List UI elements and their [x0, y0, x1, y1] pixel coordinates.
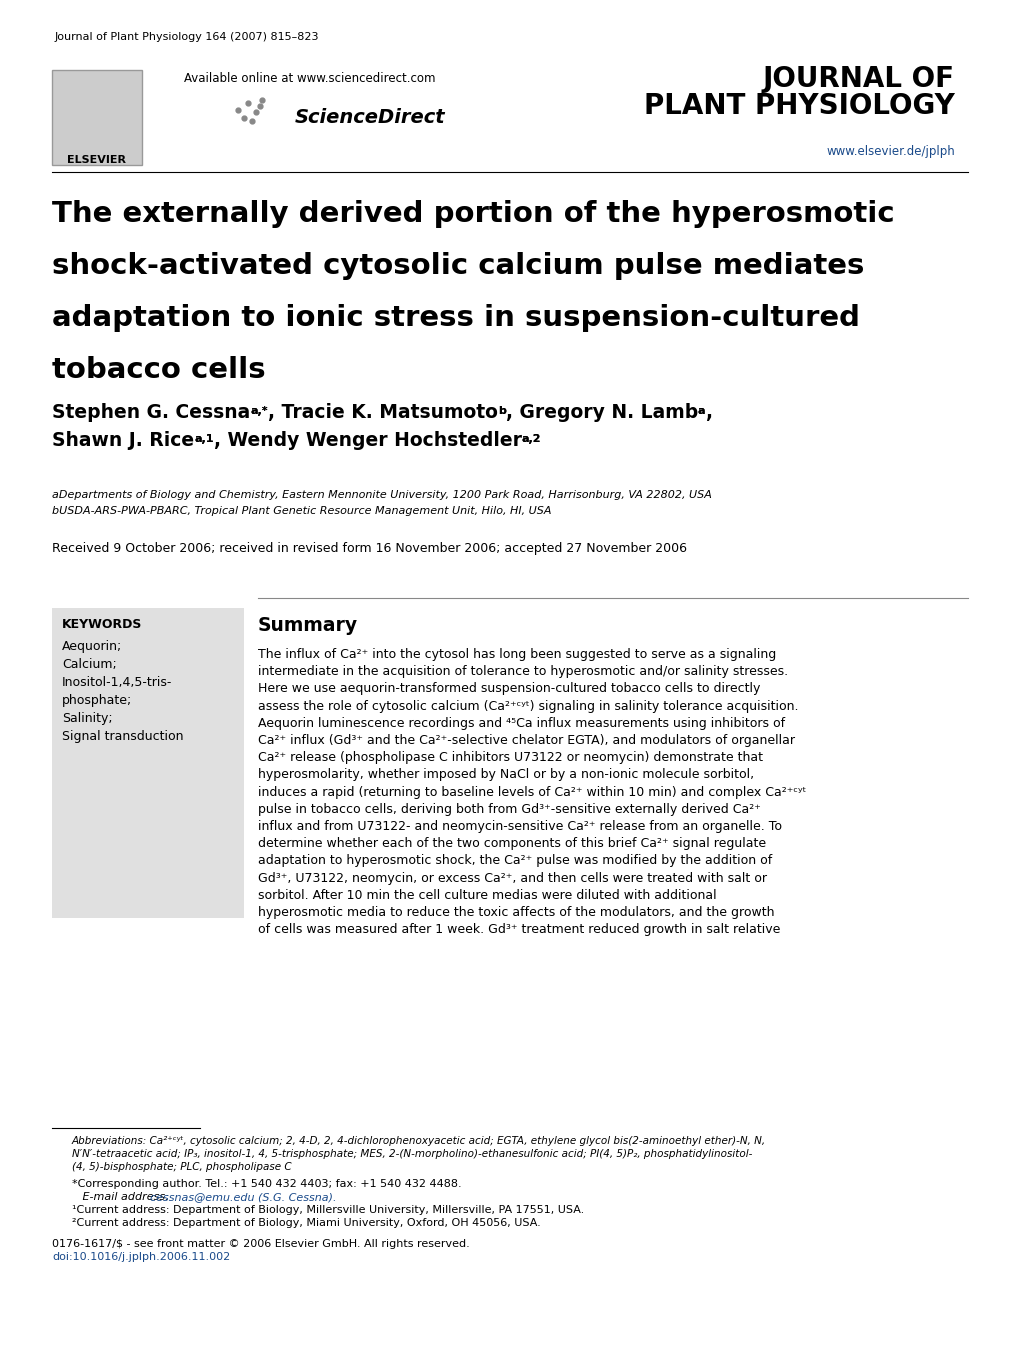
Text: influx and from U73122- and neomycin-sensitive Ca²⁺ release from an organelle. T: influx and from U73122- and neomycin-sen…: [258, 819, 782, 833]
Bar: [52, 71, 142, 164]
Text: adaptation to hyperosmotic shock, the Ca²⁺ pulse was modified by the addition of: adaptation to hyperosmotic shock, the Ca…: [258, 855, 771, 867]
Text: Inositol-1,4,5-tris-: Inositol-1,4,5-tris-: [62, 675, 172, 689]
Text: 0176-1617/$ - see front matter © 2006 Elsevier GmbH. All rights reserved.: 0176-1617/$ - see front matter © 2006 El…: [52, 1239, 470, 1249]
Text: , Wendy Wenger Hochstedler: , Wendy Wenger Hochstedler: [213, 431, 521, 450]
Text: hyperosmolarity, whether imposed by NaCl or by a non-ionic molecule sorbitol,: hyperosmolarity, whether imposed by NaCl…: [258, 768, 753, 781]
Text: induces a rapid (returning to baseline levels of Ca²⁺ within 10 min) and complex: induces a rapid (returning to baseline l…: [258, 786, 806, 799]
Text: phosphate;: phosphate;: [62, 694, 132, 707]
Text: a,*: a,*: [250, 406, 268, 416]
Text: Signal transduction: Signal transduction: [62, 730, 183, 743]
Text: Gd³⁺, U73122, neomycin, or excess Ca²⁺, and then cells were treated with salt or: Gd³⁺, U73122, neomycin, or excess Ca²⁺, …: [258, 871, 766, 885]
Text: ,: ,: [705, 404, 711, 423]
Text: sorbitol. After 10 min the cell culture medias were diluted with additional: sorbitol. After 10 min the cell culture …: [258, 889, 716, 902]
Text: a: a: [697, 406, 705, 416]
Text: Abbreviations: Ca²⁺ᶜʸᵗ, cytosolic calcium; 2, 4-D, 2, 4-dichlorophenoxyacetic ac: Abbreviations: Ca²⁺ᶜʸᵗ, cytosolic calciu…: [72, 1136, 765, 1146]
Text: Ca²⁺ release (phospholipase C inhibitors U73122 or neomycin) demonstrate that: Ca²⁺ release (phospholipase C inhibitors…: [258, 752, 762, 764]
Text: ScienceDirect: ScienceDirect: [294, 107, 445, 126]
Text: The influx of Ca²⁺ into the cytosol has long been suggested to serve as a signal: The influx of Ca²⁺ into the cytosol has …: [258, 648, 775, 660]
Text: Salinity;: Salinity;: [62, 712, 112, 724]
Text: www.elsevier.de/jplph: www.elsevier.de/jplph: [825, 145, 954, 158]
Text: Summary: Summary: [258, 616, 358, 635]
Text: Aequorin;: Aequorin;: [62, 640, 122, 654]
Text: a,*: a,*: [250, 406, 268, 416]
Text: N′N′-tetraacetic acid; IP₃, inositol-1, 4, 5-trisphosphate; MES, 2-(N-morpholino: N′N′-tetraacetic acid; IP₃, inositol-1, …: [72, 1148, 752, 1159]
Text: a,1: a,1: [194, 434, 213, 444]
Text: Shawn J. Rice: Shawn J. Rice: [52, 431, 194, 450]
Text: bUSDA-ARS-PWA-PBARC, Tropical Plant Genetic Resource Management Unit, Hilo, HI, : bUSDA-ARS-PWA-PBARC, Tropical Plant Gene…: [52, 506, 551, 516]
Bar: [52, 607, 244, 917]
Text: a,1: a,1: [194, 434, 213, 444]
Text: a: a: [697, 406, 705, 416]
Text: determine whether each of the two components of this brief Ca²⁺ signal regulate: determine whether each of the two compon…: [258, 837, 765, 851]
Text: adaptation to ionic stress in suspension-cultured: adaptation to ionic stress in suspension…: [52, 304, 859, 332]
Text: Received 9 October 2006; received in revised form 16 November 2006; accepted 27 : Received 9 October 2006; received in rev…: [52, 542, 687, 554]
Text: hyperosmotic media to reduce the toxic affects of the modulators, and the growth: hyperosmotic media to reduce the toxic a…: [258, 906, 773, 919]
Text: JOURNAL OF: JOURNAL OF: [762, 65, 954, 92]
Text: b: b: [497, 406, 505, 416]
Text: Calcium;: Calcium;: [62, 658, 116, 671]
Text: Stephen G. Cessna: Stephen G. Cessna: [52, 404, 250, 423]
Text: shock-activated cytosolic calcium pulse mediates: shock-activated cytosolic calcium pulse …: [52, 251, 863, 280]
Text: intermediate in the acquisition of tolerance to hyperosmotic and/or salinity str: intermediate in the acquisition of toler…: [258, 665, 788, 678]
Text: PLANT PHYSIOLOGY: PLANT PHYSIOLOGY: [643, 92, 954, 120]
Text: pulse in tobacco cells, deriving both from Gd³⁺-sensitive externally derived Ca²: pulse in tobacco cells, deriving both fr…: [258, 803, 760, 815]
Text: ¹Current address: Department of Biology, Millersville University, Millersville, : ¹Current address: Department of Biology,…: [72, 1205, 584, 1215]
Text: (4, 5)-bisphosphate; PLC, phospholipase C: (4, 5)-bisphosphate; PLC, phospholipase …: [72, 1162, 291, 1171]
Text: ELSEVIER: ELSEVIER: [67, 155, 126, 164]
Text: The externally derived portion of the hyperosmotic: The externally derived portion of the hy…: [52, 200, 894, 228]
Text: Ca²⁺ influx (Gd³⁺ and the Ca²⁺-selective chelator EGTA), and modulators of organ: Ca²⁺ influx (Gd³⁺ and the Ca²⁺-selective…: [258, 734, 794, 747]
Text: Aequorin luminescence recordings and ⁴⁵Ca influx measurements using inhibitors o: Aequorin luminescence recordings and ⁴⁵C…: [258, 716, 785, 730]
Text: Available online at www.sciencedirect.com: Available online at www.sciencedirect.co…: [184, 72, 435, 86]
Text: , Gregory N. Lamb: , Gregory N. Lamb: [505, 404, 697, 423]
Text: assess the role of cytosolic calcium (Ca²⁺ᶜʸᵗ) signaling in salinity tolerance a: assess the role of cytosolic calcium (Ca…: [258, 700, 798, 712]
Text: tobacco cells: tobacco cells: [52, 356, 265, 385]
Text: a,2: a,2: [521, 434, 541, 444]
Text: Here we use aequorin-transformed suspension-cultured tobacco cells to directly: Here we use aequorin-transformed suspens…: [258, 682, 759, 696]
Text: Journal of Plant Physiology 164 (2007) 815–823: Journal of Plant Physiology 164 (2007) 8…: [55, 33, 319, 42]
Text: doi:10.1016/j.jplph.2006.11.002: doi:10.1016/j.jplph.2006.11.002: [52, 1252, 230, 1263]
Text: , Tracie K. Matsumoto: , Tracie K. Matsumoto: [268, 404, 497, 423]
Text: *Corresponding author. Tel.: +1 540 432 4403; fax: +1 540 432 4488.: *Corresponding author. Tel.: +1 540 432 …: [72, 1180, 462, 1189]
Text: KEYWORDS: KEYWORDS: [62, 618, 143, 631]
Text: aDepartments of Biology and Chemistry, Eastern Mennonite University, 1200 Park R: aDepartments of Biology and Chemistry, E…: [52, 491, 711, 500]
Text: E-mail address:: E-mail address:: [72, 1192, 172, 1201]
Text: cessnas@emu.edu (S.G. Cessna).: cessnas@emu.edu (S.G. Cessna).: [150, 1192, 336, 1201]
Text: of cells was measured after 1 week. Gd³⁺ treatment reduced growth in salt relati: of cells was measured after 1 week. Gd³⁺…: [258, 923, 780, 936]
Text: a,2: a,2: [521, 434, 541, 444]
Text: b: b: [497, 406, 505, 416]
Text: ²Current address: Department of Biology, Miami University, Oxford, OH 45056, USA: ²Current address: Department of Biology,…: [72, 1218, 540, 1229]
